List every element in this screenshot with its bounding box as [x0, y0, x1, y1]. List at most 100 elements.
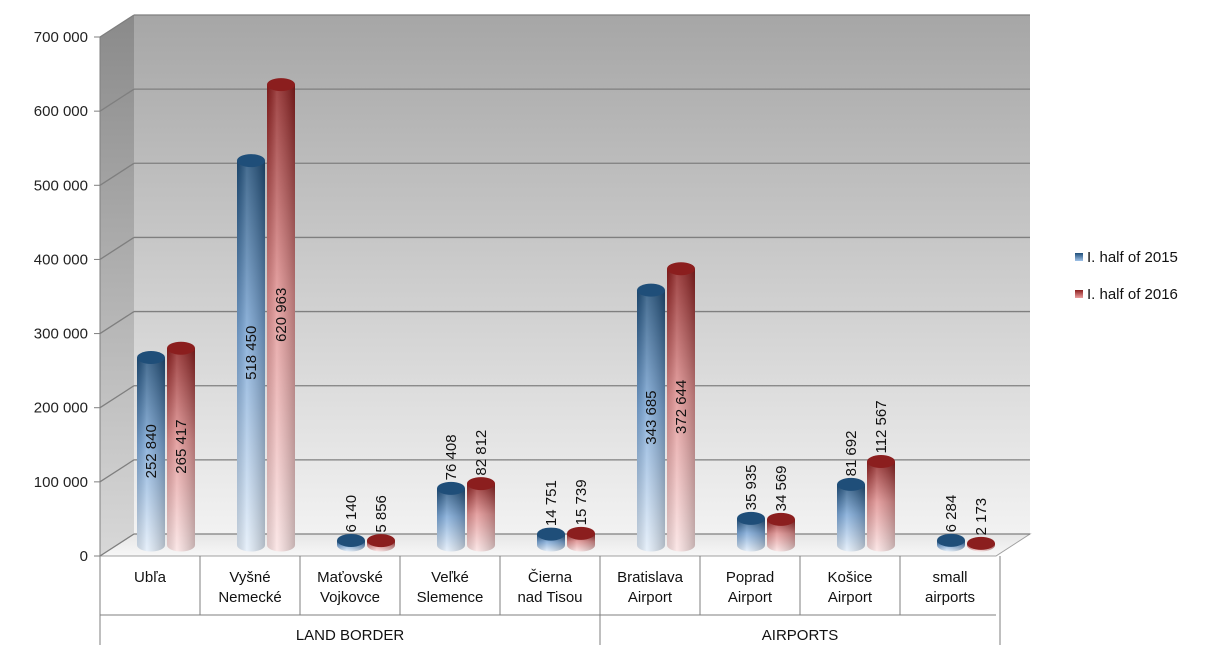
- bar-top: [437, 481, 465, 495]
- data-label: 343 685: [643, 390, 660, 444]
- bar-shading: [837, 484, 865, 552]
- bar-shading: [667, 268, 695, 552]
- bar[interactable]: [937, 533, 965, 552]
- bar-top: [767, 512, 795, 526]
- category-label: Slemence: [417, 589, 484, 606]
- bar-top: [467, 477, 495, 491]
- bar[interactable]: [137, 351, 165, 552]
- legend-item-2016[interactable]: I. half of 2016: [1075, 286, 1178, 303]
- data-label: 34 569: [773, 465, 790, 511]
- bar-shading: [467, 483, 495, 552]
- bar-shading: [737, 518, 765, 552]
- y-tick-label: 500 000: [34, 177, 88, 194]
- data-label: 81 692: [843, 431, 860, 477]
- data-label: 518 450: [243, 326, 260, 380]
- y-tick-label: 400 000: [34, 251, 88, 268]
- data-label: 5 856: [373, 495, 390, 533]
- category-label: Nemecké: [218, 589, 281, 606]
- bar[interactable]: [267, 78, 295, 552]
- legend-item-2015[interactable]: I. half of 2015: [1075, 249, 1178, 266]
- data-label: 35 935: [743, 464, 760, 510]
- category-label: Airport: [628, 589, 673, 606]
- category-label: Veľké: [431, 569, 469, 586]
- bar-shading: [137, 357, 165, 552]
- bar[interactable]: [667, 262, 695, 552]
- category-label: Ubľa: [134, 569, 167, 586]
- bar[interactable]: [537, 527, 565, 552]
- category-axis: Ubľa Vyšné Nemecké Maťovské Vojkovce Veľké Sle…: [99, 556, 1001, 645]
- y-tick-label: 300 000: [34, 326, 88, 343]
- bar-top: [967, 536, 995, 550]
- data-label: 14 751: [543, 480, 560, 526]
- category-label: Airport: [828, 589, 873, 606]
- bar-top: [567, 526, 595, 540]
- data-label: 372 644: [673, 380, 690, 434]
- gridline-side: [99, 162, 135, 186]
- bar-top: [367, 534, 395, 548]
- data-labels: 252 840 265 417 518 450 620 963 6 140 5 856 76…: [143, 288, 990, 536]
- gridline-side: [99, 533, 135, 557]
- gridline-side: [99, 14, 135, 38]
- bar-top: [537, 527, 565, 541]
- bar[interactable]: [567, 526, 595, 552]
- gridline-side: [99, 311, 135, 335]
- gridline-side: [99, 385, 135, 409]
- bar-top: [737, 511, 765, 525]
- bar-top: [337, 533, 365, 547]
- bar-top: [237, 154, 265, 168]
- bar[interactable]: [967, 536, 995, 552]
- bar[interactable]: [467, 477, 495, 552]
- data-label: 265 417: [173, 419, 190, 473]
- y-axis: 0 100 000 200 000 300 000 400 000 500 000 600 …: [34, 29, 101, 565]
- bar-top: [837, 477, 865, 491]
- category-label: small: [932, 569, 967, 586]
- group-label: AIRPORTS: [762, 627, 838, 644]
- legend-swatch-2015: [1075, 253, 1083, 261]
- data-label: 76 408: [443, 434, 460, 480]
- y-tick-label: 100 000: [34, 474, 88, 491]
- category-label: Poprad: [726, 569, 774, 586]
- bar[interactable]: [337, 533, 365, 552]
- bar-shading: [637, 290, 665, 552]
- data-label: 252 840: [143, 424, 160, 478]
- data-label: 15 739: [573, 479, 590, 525]
- gridline-side: [99, 236, 135, 260]
- gridline-side: [99, 459, 135, 483]
- bar-shading: [267, 84, 295, 552]
- bar[interactable]: [437, 481, 465, 552]
- bar[interactable]: [637, 283, 665, 552]
- plot-back-wall: [134, 15, 1030, 534]
- bar[interactable]: [237, 154, 265, 552]
- bar[interactable]: [737, 511, 765, 552]
- bar-shading: [437, 488, 465, 552]
- bar[interactable]: [867, 455, 895, 552]
- category-label: airports: [925, 589, 975, 606]
- y-tick-label: 600 000: [34, 103, 88, 120]
- bar-top: [937, 533, 965, 547]
- bar[interactable]: [167, 341, 195, 552]
- category-label: Čierna: [528, 569, 573, 586]
- data-label: 112 567: [873, 400, 890, 453]
- bar[interactable]: [837, 477, 865, 552]
- data-label: 6 140: [343, 495, 360, 533]
- data-label: 6 284: [943, 495, 960, 533]
- bar-top: [167, 341, 195, 355]
- bar-top: [137, 351, 165, 365]
- bar[interactable]: [367, 534, 395, 552]
- bar[interactable]: [767, 512, 795, 552]
- bar-top: [667, 262, 695, 276]
- data-label: 82 812: [473, 430, 490, 476]
- category-label: nad Tisou: [517, 589, 582, 606]
- y-tick-label: 200 000: [34, 400, 88, 417]
- category-label: Bratislava: [617, 569, 684, 586]
- bar-top: [867, 455, 895, 469]
- category-label: Maťovské: [317, 569, 383, 586]
- bar-top: [267, 78, 295, 92]
- bar-top: [637, 283, 665, 297]
- gridline-side: [99, 88, 135, 112]
- bar-shading: [167, 348, 195, 552]
- legend-swatch-2016: [1075, 290, 1083, 298]
- bar-shading: [867, 461, 895, 552]
- group-label: LAND BORDER: [296, 627, 405, 644]
